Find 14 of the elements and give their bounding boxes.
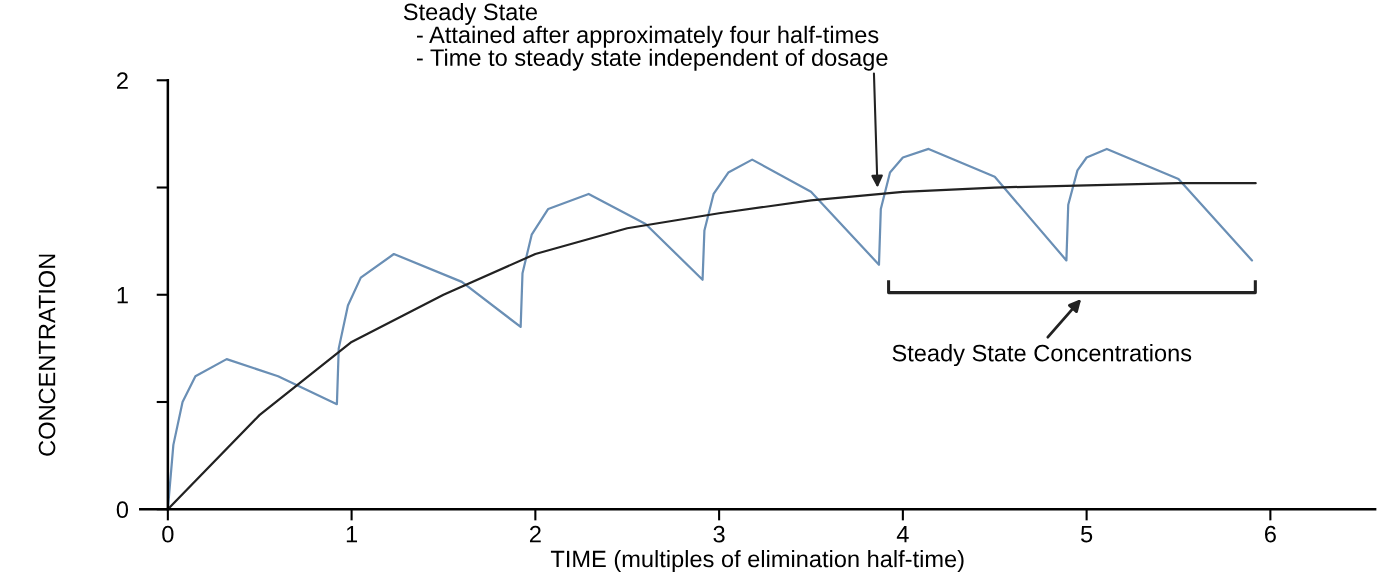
annotation: Steady State Concentrations <box>892 344 1192 367</box>
y-tick-label: 1 <box>117 287 128 304</box>
y-axis-title: CONCENTRATION <box>38 254 56 456</box>
x-tick-label: 6 <box>1265 525 1276 543</box>
y-tick-label: 0 <box>116 501 129 519</box>
x-tick-label: 0 <box>162 525 174 543</box>
x-tick-label: 2 <box>529 525 541 543</box>
x-tick-label: 5 <box>1081 526 1093 543</box>
x-tick-label: 1 <box>346 526 358 543</box>
x-axis-title: TIME (multiples of elimination half-time) <box>550 549 964 572</box>
text: Steady State - Attained after approximately four half-times - Time to steady state independent of dosage <box>403 2 888 71</box>
x-tick-label: 3 <box>713 525 725 543</box>
x-tick-label: 4 <box>896 526 909 543</box>
y-tick-label: 2 <box>117 72 128 89</box>
